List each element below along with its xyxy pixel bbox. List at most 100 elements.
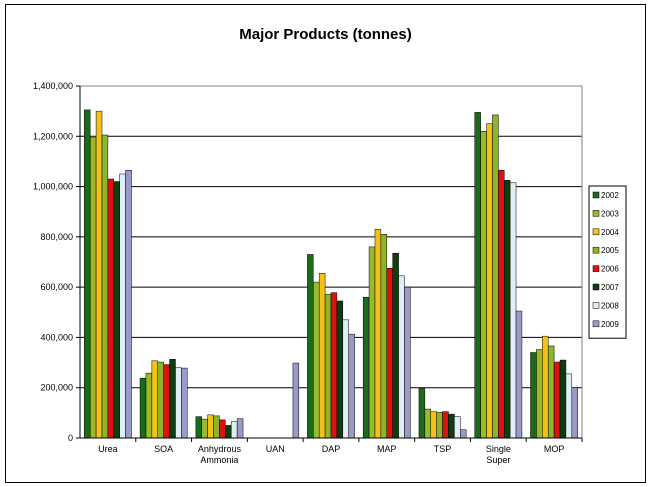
bar-2003	[536, 349, 543, 439]
bar-2002	[530, 352, 537, 439]
bar-2005	[547, 345, 555, 439]
legend-swatch	[592, 228, 600, 236]
bar-2006	[386, 268, 393, 439]
bar-2006	[442, 411, 449, 439]
y-tick-label: 600,000	[40, 282, 73, 292]
bar-2006	[163, 364, 170, 439]
legend-swatch	[592, 265, 600, 272]
bar-2008	[398, 275, 405, 439]
bar-2003	[145, 372, 153, 439]
bar-2008	[565, 373, 573, 439]
legend-label: 2007	[601, 283, 619, 292]
bar-2002	[84, 109, 91, 439]
axes	[76, 85, 583, 442]
legend-swatch	[592, 283, 600, 291]
bar-2005	[324, 293, 332, 439]
legend-swatch	[592, 302, 600, 309]
bar-2008	[119, 173, 126, 439]
bar-2009	[404, 286, 411, 439]
legend-label: 2008	[601, 301, 619, 310]
x-tick-label: UAN	[266, 444, 285, 454]
legend-label: 2002	[601, 191, 619, 200]
bar-2009	[571, 387, 578, 439]
bar-2008	[342, 319, 349, 439]
y-tick-label: 1,400,000	[33, 81, 73, 91]
bar-2002	[139, 377, 147, 439]
bar-2005	[157, 361, 164, 439]
x-tick-label: DAP	[322, 444, 341, 454]
bar-2002	[307, 254, 314, 439]
bar-2004	[207, 414, 214, 439]
x-tick-label: Urea	[98, 444, 118, 454]
bar-2004	[318, 273, 326, 439]
x-tick-label: Anhydrous Ammonia	[198, 444, 242, 465]
bar-2005	[436, 412, 443, 439]
bar-2006	[553, 361, 561, 439]
x-tick-label: Single Super	[486, 444, 511, 465]
bar-2006	[330, 292, 338, 439]
y-tick-labels: 0 200,000 400,000 600,000 800,000 1,000,000 1,…	[33, 81, 73, 443]
bar-2005	[492, 114, 499, 439]
bar-2009	[125, 169, 132, 439]
x-tick-label: MOP	[544, 444, 565, 454]
x-tick-label: SOA	[154, 444, 173, 454]
bar-2002	[418, 388, 426, 439]
bar-2007	[113, 181, 120, 439]
bar-2008	[454, 416, 461, 439]
y-tick-label: 1,000,000	[33, 182, 73, 192]
bar-2002	[474, 112, 481, 439]
y-tick-label: 800,000	[40, 232, 73, 242]
bar-2006	[498, 169, 505, 439]
bar-2005	[213, 415, 220, 439]
legend-swatch	[592, 210, 600, 217]
bar-2009	[181, 367, 188, 439]
y-tick-label: 1,200,000	[33, 131, 73, 141]
bar-2003	[424, 408, 432, 439]
legend-label: 2003	[601, 209, 619, 218]
legend-swatch	[592, 191, 600, 199]
bar-2005	[380, 234, 388, 439]
x-tick-label: MAP	[377, 444, 397, 454]
bar-2003	[89, 137, 97, 439]
bar-2002	[195, 416, 202, 439]
bar-2003	[201, 418, 208, 439]
bar-2009	[515, 310, 523, 439]
bar-2008	[509, 182, 517, 439]
bar-2003	[368, 246, 376, 439]
y-tick-label: 400,000	[40, 332, 73, 342]
chart-title: Major Products (tonnes)	[239, 26, 412, 43]
bar-2007	[503, 180, 511, 439]
bars	[84, 109, 578, 439]
x-tick-labels: Urea SOA Anhydrous Ammonia UAN DAP MAP TSP Singl…	[98, 444, 564, 465]
legend-label: 2004	[601, 228, 619, 237]
bar-2004	[151, 360, 159, 439]
legend-label: 2006	[601, 265, 619, 274]
bar-2004	[486, 123, 493, 439]
bar-2007	[169, 359, 176, 439]
bar-2006	[219, 419, 226, 439]
bar-2007	[448, 413, 455, 439]
bar-2004	[542, 335, 549, 439]
bar-2002	[362, 296, 370, 439]
bar-2007	[225, 425, 232, 439]
y-tick-label: 0	[68, 433, 73, 443]
bar-2004	[95, 110, 103, 439]
legend-swatch	[592, 246, 600, 254]
bar-2009	[236, 418, 244, 439]
bar-2004	[374, 229, 382, 439]
bar-2007	[392, 252, 399, 439]
bar-2003	[480, 131, 487, 439]
bar-2005	[101, 134, 109, 439]
x-tick-label: TSP	[434, 444, 452, 454]
bar-2008	[175, 367, 182, 439]
legend-label: 2009	[601, 320, 619, 329]
y-tick-label: 200,000	[40, 383, 73, 393]
bar-2009	[460, 429, 467, 439]
bar-2007	[559, 359, 567, 439]
legend: 2002 2003 2004 2005 2006 2007 2008 2009	[588, 185, 627, 339]
bar-2009	[348, 333, 355, 439]
bar-2008	[230, 421, 238, 439]
bar-2007	[336, 300, 344, 439]
legend-label: 2005	[601, 246, 619, 255]
